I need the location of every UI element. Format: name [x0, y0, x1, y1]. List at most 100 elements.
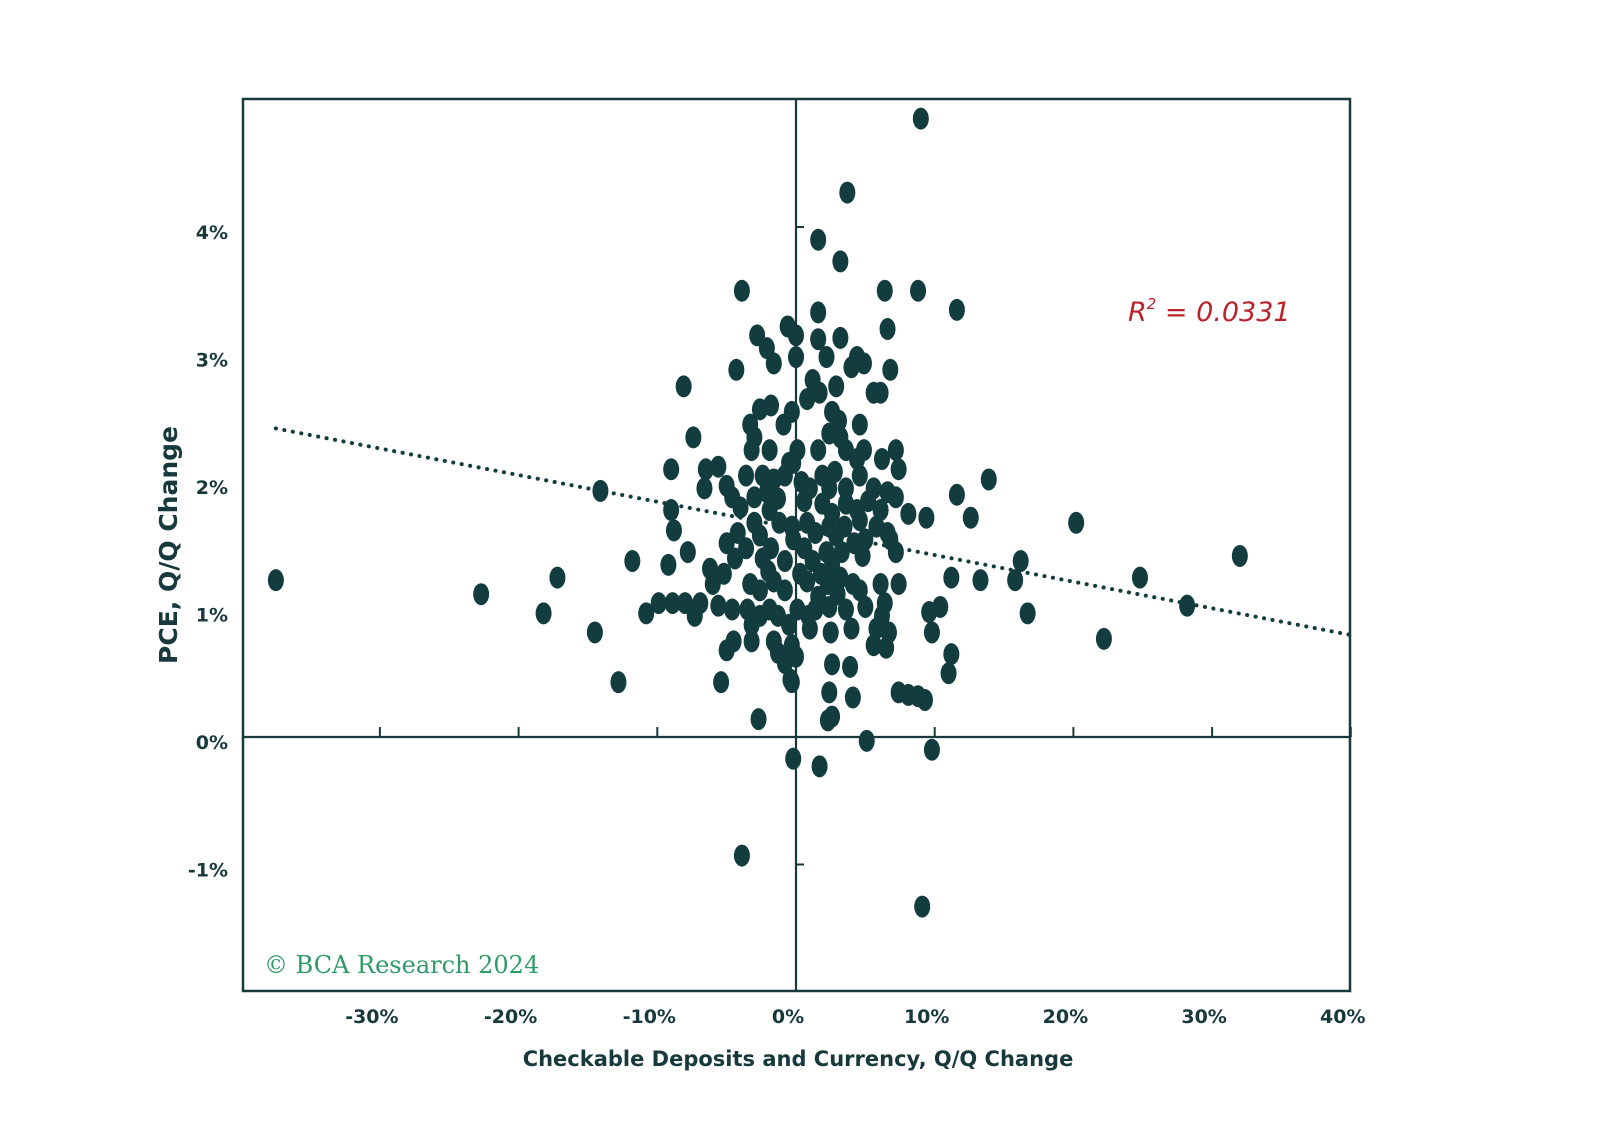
x-tick-label: -10%	[623, 1006, 676, 1028]
data-point	[916, 689, 933, 712]
data-point	[921, 601, 938, 624]
data-point	[890, 573, 907, 595]
data-point	[1012, 550, 1029, 573]
x-tick-label: 20%	[1043, 1006, 1088, 1028]
data-point	[887, 486, 904, 509]
data-point	[788, 346, 804, 369]
data-point	[592, 479, 609, 502]
data-point	[746, 486, 763, 509]
data-point	[821, 681, 838, 704]
x-tick-label: 30%	[1181, 1006, 1226, 1028]
data-point	[783, 671, 800, 694]
data-point	[876, 279, 893, 302]
data-point	[837, 477, 854, 500]
data-point	[855, 352, 872, 375]
data-point	[923, 738, 940, 761]
data-point	[726, 547, 743, 570]
data-point	[473, 583, 490, 606]
data-point	[751, 398, 768, 421]
data-point	[713, 671, 730, 694]
data-point	[810, 228, 827, 251]
data-point	[743, 613, 760, 636]
data-point	[686, 604, 703, 627]
data-point	[733, 279, 750, 302]
data-point	[1095, 627, 1112, 650]
data-point	[980, 468, 997, 491]
data-point	[843, 617, 860, 640]
r2-annotation: R2 = 0.0331	[1128, 295, 1291, 328]
data-point	[1007, 569, 1024, 592]
data-point	[738, 464, 755, 487]
r2-value: = 0.0331	[1156, 297, 1290, 328]
data-point	[710, 455, 727, 478]
x-tick-label: 40%	[1320, 1006, 1365, 1028]
data-point	[811, 381, 828, 404]
data-point	[943, 566, 960, 589]
data-point	[733, 844, 750, 867]
data-point	[679, 541, 696, 564]
data-point	[879, 318, 896, 340]
y-tick-label: 1%	[196, 605, 228, 627]
data-point	[586, 621, 603, 644]
data-point	[943, 643, 960, 666]
data-point	[858, 729, 875, 752]
data-point	[826, 460, 843, 483]
x-tick-label: 0%	[772, 1006, 804, 1028]
data-points	[267, 107, 1248, 918]
data-point	[775, 413, 792, 436]
data-point	[887, 439, 904, 462]
data-point	[810, 439, 827, 462]
data-point	[857, 595, 874, 618]
data-point	[801, 617, 818, 640]
data-point	[663, 458, 680, 481]
y-tick-label: 4%	[196, 222, 228, 244]
y-tick-label: 3%	[196, 350, 228, 372]
data-point	[821, 595, 838, 618]
data-point	[535, 602, 552, 625]
data-point	[710, 594, 727, 617]
data-point	[910, 279, 927, 302]
data-point	[771, 511, 788, 534]
data-point	[810, 328, 827, 351]
y-tick-label: 2%	[196, 477, 228, 499]
data-point	[718, 532, 735, 555]
data-point	[704, 573, 721, 595]
data-point	[872, 499, 889, 522]
data-point	[1231, 544, 1248, 567]
data-point	[776, 652, 793, 675]
x-tick-label: -20%	[484, 1006, 537, 1028]
data-point	[900, 502, 917, 525]
y-tick-label: 0%	[196, 732, 228, 754]
data-point	[776, 550, 793, 573]
data-point	[873, 448, 890, 471]
data-point	[857, 528, 874, 551]
data-point	[854, 544, 871, 567]
data-point	[675, 375, 692, 398]
data-point	[912, 107, 929, 130]
data-point	[882, 358, 899, 381]
credit: © BCA Research 2024	[264, 951, 539, 979]
data-point	[872, 381, 889, 404]
data-point	[732, 496, 749, 519]
data-point	[751, 579, 768, 602]
data-point	[1068, 511, 1085, 534]
data-point	[696, 477, 713, 500]
data-point	[638, 602, 655, 625]
y-axis-title: PCE, Q/Q Change	[154, 426, 183, 664]
data-point	[843, 356, 860, 379]
data-point	[549, 566, 566, 589]
data-point	[624, 550, 641, 573]
data-point	[776, 579, 793, 602]
data-point	[761, 439, 778, 462]
data-point	[948, 298, 965, 321]
data-point	[837, 598, 854, 621]
r2-superscript: 2	[1147, 295, 1157, 313]
r2-label: R	[1128, 297, 1147, 328]
data-point	[914, 895, 931, 918]
trendline-dotted	[273, 426, 1353, 637]
data-point	[839, 181, 856, 204]
data-point	[743, 439, 760, 462]
data-point	[872, 573, 889, 595]
data-point	[962, 506, 979, 529]
y-tick-label: -1%	[188, 860, 228, 882]
